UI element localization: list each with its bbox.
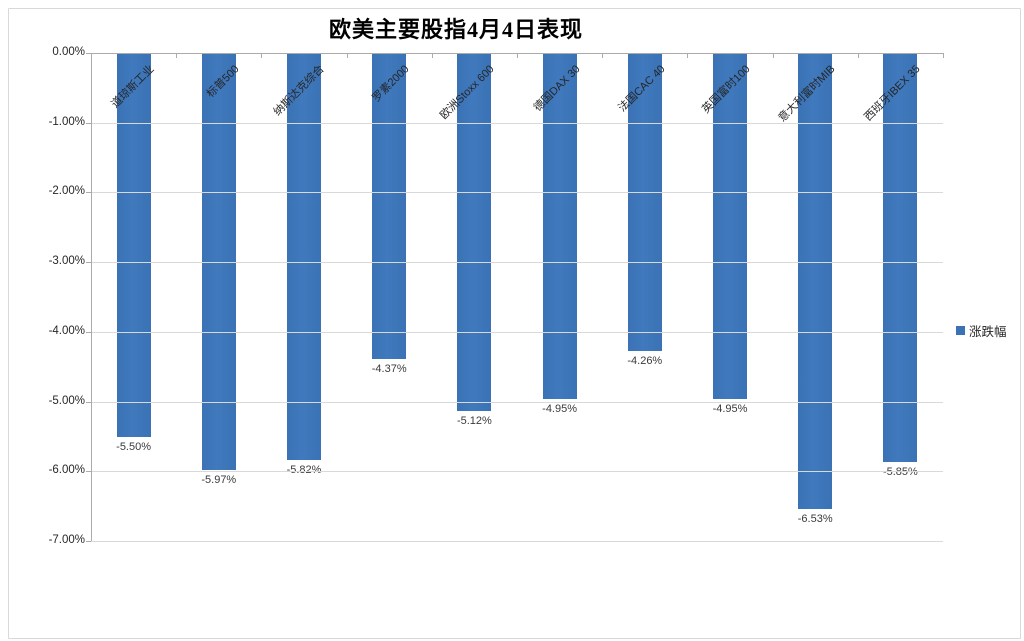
x-axis-line bbox=[91, 53, 943, 54]
gridline bbox=[91, 541, 943, 542]
y-axis-line bbox=[91, 53, 92, 541]
chart-border bbox=[8, 8, 1021, 639]
bar-value-label: -4.95% bbox=[542, 403, 578, 416]
y-axis-tickmark bbox=[86, 541, 91, 542]
bar-value-label: -5.97% bbox=[201, 474, 237, 487]
bar bbox=[627, 54, 662, 351]
gridline bbox=[91, 262, 943, 264]
x-axis-tickmark bbox=[602, 53, 604, 58]
bar-value-label: -4.37% bbox=[371, 362, 407, 375]
bar-value-label: -4.26% bbox=[627, 354, 663, 367]
bar-value-label: -4.95% bbox=[712, 403, 748, 416]
y-axis-tickmark bbox=[86, 262, 91, 264]
y-axis-tick-label: 0.00% bbox=[52, 46, 85, 58]
bar-value-label: -5.12% bbox=[456, 414, 492, 427]
bar bbox=[457, 54, 492, 411]
x-axis-tickmark bbox=[517, 53, 518, 58]
chart-title: 欧美主要股指4月4日表现 bbox=[328, 17, 583, 42]
bar bbox=[116, 54, 151, 438]
y-axis-tick-label: -1.00% bbox=[48, 115, 85, 128]
legend-series-label: 涨跌幅 bbox=[969, 325, 1007, 339]
bar-value-label: -5.50% bbox=[116, 441, 152, 454]
bar bbox=[713, 54, 747, 400]
x-axis-tickmark bbox=[176, 53, 178, 58]
plot-area: -5.50% 道琼斯工业 -5.97% 标普500 -5.82% 纳斯达克综合 -4.37%… bbox=[91, 53, 943, 541]
bar bbox=[372, 54, 407, 359]
x-axis-tickmark bbox=[943, 53, 944, 58]
bar-value-label: -6.53% bbox=[797, 513, 833, 526]
legend-color-swatch bbox=[956, 326, 965, 335]
y-axis-tickmark bbox=[86, 53, 91, 54]
y-axis-tickmark bbox=[86, 122, 91, 124]
y-axis-tickmark bbox=[86, 471, 91, 473]
gridline bbox=[91, 122, 943, 124]
y-axis-tickmark bbox=[86, 401, 91, 403]
gridline bbox=[91, 401, 943, 403]
x-axis-tickmark bbox=[431, 53, 433, 58]
bar bbox=[542, 54, 577, 400]
y-axis-tick-label: -2.00% bbox=[48, 185, 85, 198]
gridline bbox=[91, 471, 943, 473]
x-axis-tickmark bbox=[857, 53, 859, 58]
x-axis-tickmark bbox=[346, 53, 348, 58]
y-axis-tickmark bbox=[86, 331, 91, 333]
y-axis-tick-label: -7.00% bbox=[48, 534, 85, 546]
y-axis-tick-label: -5.00% bbox=[48, 394, 85, 407]
x-axis-tickmark bbox=[261, 53, 263, 58]
gridline bbox=[91, 192, 943, 194]
y-axis-tick-label: -3.00% bbox=[48, 255, 85, 268]
bar bbox=[287, 54, 321, 460]
bar-value-label: -5.82% bbox=[286, 463, 322, 476]
y-axis-tick-label: -4.00% bbox=[48, 324, 85, 337]
gridline bbox=[91, 331, 943, 333]
legend: 涨跌幅 bbox=[956, 321, 1007, 340]
x-axis-tickmark bbox=[772, 53, 774, 58]
bar bbox=[798, 54, 833, 510]
bar bbox=[883, 54, 918, 462]
x-axis-tickmark bbox=[687, 53, 689, 58]
y-axis-tickmark bbox=[86, 192, 91, 194]
y-axis-tick-label: -6.00% bbox=[48, 464, 85, 477]
